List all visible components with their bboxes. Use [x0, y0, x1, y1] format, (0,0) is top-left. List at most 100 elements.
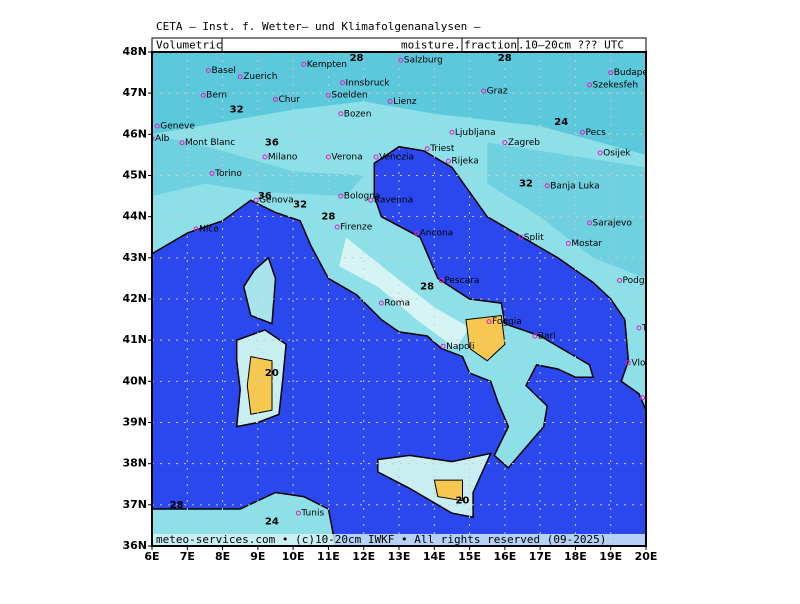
city-marker: [544, 183, 550, 189]
city-marker: [373, 154, 379, 160]
lon-label: 10E: [282, 550, 305, 563]
city-label: Bologna: [344, 192, 381, 202]
city-marker: [325, 154, 331, 160]
city-marker: [325, 92, 331, 98]
city-marker: [387, 98, 393, 104]
lat-label: 46N: [122, 127, 147, 140]
lat-label: 41N: [122, 333, 147, 346]
lat-label: 37N: [122, 498, 147, 511]
city-marker: [481, 88, 487, 94]
city-label: Genova: [259, 196, 294, 206]
city-marker: [193, 226, 199, 232]
city-label: Ljubljana: [455, 128, 496, 138]
city-label: Podgorica: [623, 276, 667, 286]
city-label: Split: [524, 233, 544, 243]
city-marker: [179, 140, 185, 146]
city-marker: [579, 129, 585, 135]
city-marker: [608, 70, 614, 76]
lat-label: 36N: [122, 539, 147, 552]
city-label: Basel: [211, 66, 235, 76]
city-marker: [486, 319, 492, 325]
lon-label: 16E: [493, 550, 516, 563]
contour-label: 28: [170, 500, 184, 511]
contour-label: 28: [498, 53, 512, 64]
city-label: Soelden: [331, 91, 367, 101]
city-marker: [597, 150, 603, 156]
city-marker: [334, 224, 340, 230]
city-label: Vlore: [631, 358, 655, 368]
city-label: Osijek: [603, 148, 631, 158]
city-label: Budapest: [614, 68, 657, 78]
contour-label: 32: [293, 199, 307, 210]
city-label: Lienz: [393, 97, 417, 107]
lat-label: 38N: [122, 457, 147, 470]
land-wet: [152, 52, 646, 155]
lat-label: 48N: [122, 45, 147, 58]
city-label: Innsbruck: [346, 78, 391, 88]
map-layers: Basel Zuerich Kempten Salzburg Budapest Szeke…: [122, 45, 669, 563]
city-label: Bari: [538, 332, 556, 342]
lon-label: 19E: [599, 550, 622, 563]
lat-label: 42N: [122, 292, 147, 305]
city-marker: [378, 300, 384, 306]
contour-label: 32: [519, 179, 533, 190]
city-label: Ravenna: [374, 196, 413, 206]
city-marker: [587, 220, 593, 226]
lat-label: 39N: [122, 416, 147, 429]
city-label: Korfu: [645, 393, 669, 403]
lat-label: 40N: [122, 374, 147, 387]
city-marker: [565, 240, 571, 246]
city-marker: [639, 395, 645, 401]
lat-label: 45N: [122, 169, 147, 182]
contour-label: 28: [420, 282, 434, 293]
city-marker: [518, 234, 524, 240]
city-label: Salzburg: [404, 56, 443, 66]
city-marker: [445, 158, 451, 164]
lon-label: 6E: [144, 550, 159, 563]
lon-label: 20E: [635, 550, 658, 563]
island: [242, 256, 277, 325]
dry-area: [246, 356, 273, 415]
lon-label: 13E: [388, 550, 411, 563]
lon-label: 8E: [215, 550, 230, 563]
city-label: Pescara: [444, 276, 479, 286]
footer: meteo-services.com • (c)10-20cm IWKF • A…: [156, 533, 606, 546]
city-label: Foggia: [492, 317, 522, 327]
city-label: Verona: [331, 152, 362, 162]
city-marker: [209, 170, 215, 176]
lat-label: 47N: [122, 86, 147, 99]
contour-label: 20: [265, 368, 279, 379]
city-marker: [154, 123, 160, 129]
city-marker: [532, 333, 538, 339]
city-label: Rijeka: [451, 157, 478, 167]
lon-label: 12E: [352, 550, 375, 563]
city-label: Triest: [429, 144, 455, 154]
header-left: Volumetric: [156, 39, 222, 52]
city-marker: [438, 277, 444, 283]
contour-label: 28: [321, 212, 335, 223]
lat-label: 44N: [122, 210, 147, 223]
city-label: Alb: [155, 134, 170, 144]
city-marker: [414, 230, 420, 236]
city-label: Firenze: [340, 222, 372, 232]
city-label: Banja Luka: [550, 181, 599, 191]
city-marker: [152, 135, 155, 141]
city-label: Geneve: [160, 122, 195, 132]
city-label: Tunis: [300, 509, 324, 519]
city-label: Graz: [487, 87, 508, 97]
city-label: Zagreb: [508, 138, 540, 148]
city-marker: [449, 129, 455, 135]
city-marker: [338, 193, 344, 199]
lon-label: 14E: [423, 550, 446, 563]
city-label: Napoli: [446, 342, 474, 352]
city-marker: [200, 92, 206, 98]
city-marker: [301, 61, 307, 67]
city-marker: [636, 325, 642, 331]
lon-label: 17E: [529, 550, 552, 563]
title: CETA – Inst. f. Wetter– und Klimafolgena…: [156, 20, 481, 33]
city-label: Sarajevo: [593, 218, 633, 228]
lon-label: 11E: [317, 550, 340, 563]
header-right-unit: fraction: [464, 39, 517, 52]
